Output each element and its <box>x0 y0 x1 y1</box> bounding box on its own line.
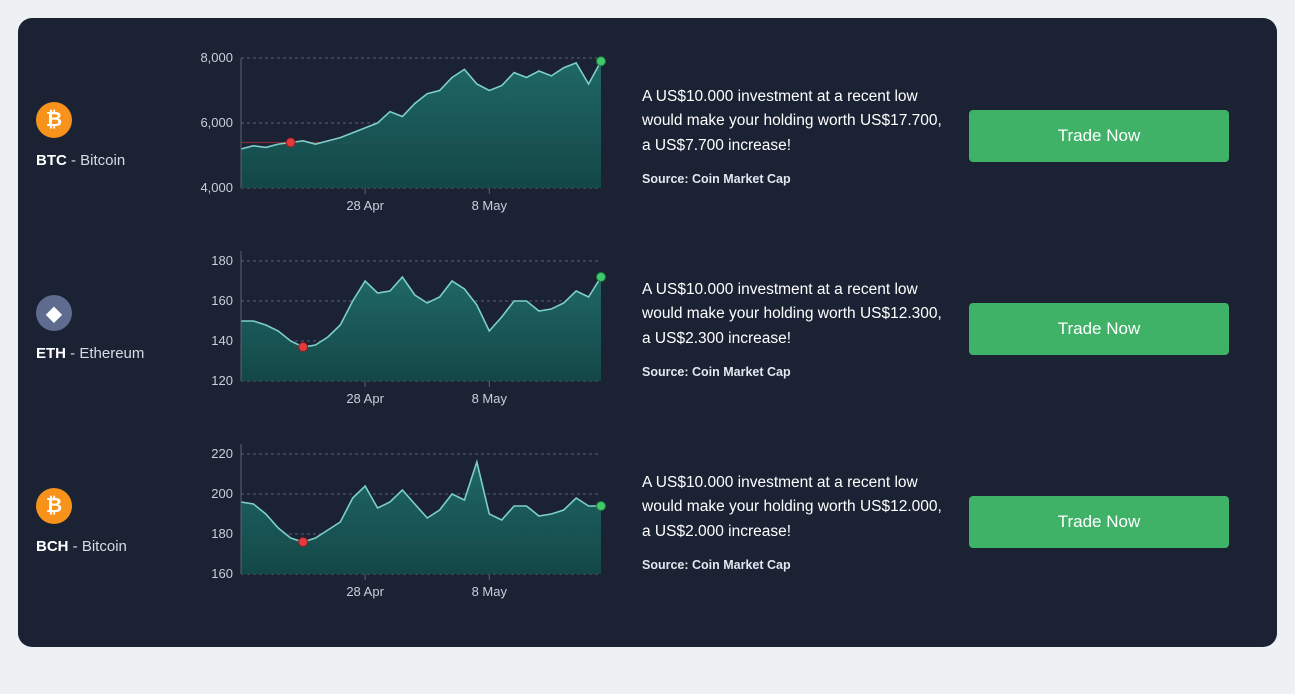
coin-icon: ₿ <box>36 102 72 138</box>
source-label: Source: Coin Market Cap <box>642 172 943 186</box>
svg-text:120: 120 <box>211 373 233 388</box>
trade-now-button[interactable]: Trade Now <box>969 496 1229 548</box>
svg-text:8,000: 8,000 <box>200 50 233 65</box>
coin-row: ◆ ETH - Ethereum 120 140 160 180 28 Apr 8 May… <box>36 241 1259 416</box>
svg-text:200: 200 <box>211 486 233 501</box>
svg-text:180: 180 <box>211 526 233 541</box>
price-chart: 120 140 160 180 28 Apr 8 May <box>186 241 616 416</box>
trade-cell: Trade Now <box>969 496 1259 548</box>
investment-copy: A US$10.000 investment at a recent low w… <box>616 278 969 378</box>
svg-text:180: 180 <box>211 253 233 268</box>
coin-row: ₿ BTC - Bitcoin 4,000 6,000 8,000 28 Apr 8 M… <box>36 48 1259 223</box>
coin-icon-glyph: ₿ <box>46 495 62 518</box>
svg-text:6,000: 6,000 <box>200 115 233 130</box>
investment-text: A US$10.000 investment at a recent low w… <box>642 278 943 350</box>
source-label: Source: Coin Market Cap <box>642 365 943 379</box>
svg-text:8 May: 8 May <box>472 391 508 406</box>
crypto-panel: ₿ BTC - Bitcoin 4,000 6,000 8,000 28 Apr 8 M… <box>18 18 1277 647</box>
svg-text:8 May: 8 May <box>472 584 508 599</box>
svg-text:160: 160 <box>211 293 233 308</box>
trade-cell: Trade Now <box>969 110 1259 162</box>
svg-text:4,000: 4,000 <box>200 180 233 195</box>
price-chart: 160 180 200 220 28 Apr 8 May <box>186 434 616 609</box>
coin-symbol: ETH <box>36 345 66 362</box>
investment-text: A US$10.000 investment at a recent low w… <box>642 471 943 543</box>
investment-copy: A US$10.000 investment at a recent low w… <box>616 471 969 571</box>
source-label: Source: Coin Market Cap <box>642 558 943 572</box>
coin-name: - Bitcoin <box>73 538 127 555</box>
svg-text:140: 140 <box>211 333 233 348</box>
svg-text:28 Apr: 28 Apr <box>346 198 384 213</box>
coin-symbol: BCH <box>36 538 69 555</box>
svg-text:160: 160 <box>211 566 233 581</box>
svg-text:28 Apr: 28 Apr <box>346 584 384 599</box>
coin-label: BTC - Bitcoin <box>36 152 186 169</box>
coin-cell: ₿ BCH - Bitcoin <box>36 488 186 555</box>
coin-label: ETH - Ethereum <box>36 345 186 362</box>
coin-label: BCH - Bitcoin <box>36 538 186 555</box>
price-chart: 4,000 6,000 8,000 28 Apr 8 May <box>186 48 616 223</box>
coin-icon: ◆ <box>36 295 72 331</box>
coin-symbol: BTC <box>36 152 67 169</box>
svg-text:220: 220 <box>211 446 233 461</box>
svg-text:28 Apr: 28 Apr <box>346 391 384 406</box>
trade-now-button[interactable]: Trade Now <box>969 110 1229 162</box>
coin-icon-glyph: ₿ <box>46 109 62 132</box>
coin-icon: ₿ <box>36 488 72 524</box>
trade-cell: Trade Now <box>969 303 1259 355</box>
coin-name: - Ethereum <box>70 345 144 362</box>
coin-cell: ◆ ETH - Ethereum <box>36 295 186 362</box>
coin-icon-glyph: ◆ <box>46 301 61 326</box>
investment-copy: A US$10.000 investment at a recent low w… <box>616 85 969 185</box>
coin-cell: ₿ BTC - Bitcoin <box>36 102 186 169</box>
coin-row: ₿ BCH - Bitcoin 16018020022028 Apr8 May … <box>36 434 1259 609</box>
coin-name: - Bitcoin <box>71 152 125 169</box>
investment-text: A US$10.000 investment at a recent low w… <box>642 85 943 157</box>
trade-now-button[interactable]: Trade Now <box>969 303 1229 355</box>
svg-text:8 May: 8 May <box>472 198 508 213</box>
